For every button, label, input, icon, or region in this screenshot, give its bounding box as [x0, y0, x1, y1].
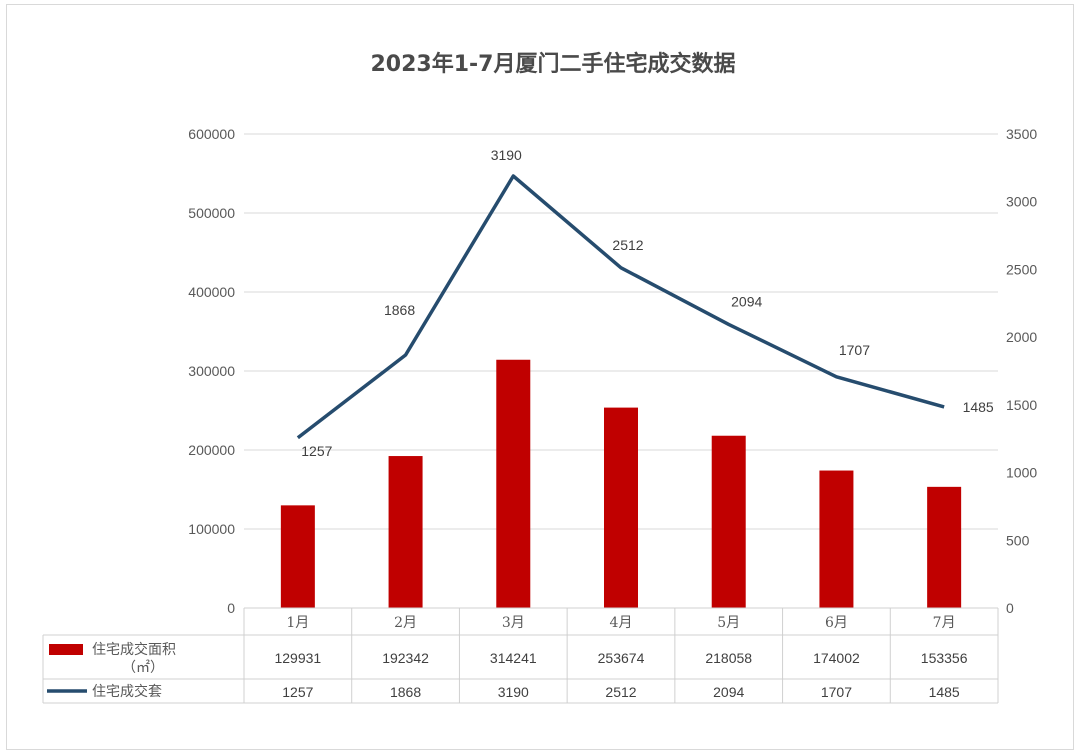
right-tick-label: 500 — [1006, 532, 1030, 548]
left-tick-label: 0 — [227, 600, 235, 616]
line-data-label: 2094 — [731, 293, 762, 309]
table-cell-area: 153356 — [921, 650, 968, 666]
left-tick-label: 500000 — [188, 205, 235, 221]
category-label: 6月 — [825, 615, 848, 631]
table-cell-count: 1707 — [821, 684, 852, 700]
line-data-label: 1868 — [384, 302, 415, 318]
table-cell-count: 2094 — [713, 684, 744, 700]
table-cell-area: 253674 — [598, 650, 645, 666]
line-data-label: 2512 — [612, 237, 643, 253]
right-tick-label: 3000 — [1006, 194, 1037, 210]
combo-chart: 2023年1-7月厦门二手住宅成交数据 0 100000 200000 300000 4… — [42, 51, 1037, 704]
category-label: 3月 — [502, 615, 525, 631]
bar — [496, 359, 531, 608]
right-tick-label: 0 — [1006, 600, 1014, 616]
category-label: 4月 — [610, 615, 633, 631]
table-cell-count: 1485 — [929, 684, 960, 700]
bar — [280, 505, 315, 608]
left-tick-label: 600000 — [188, 126, 235, 142]
line-path — [296, 174, 945, 440]
left-tick-label: 400000 — [188, 284, 235, 300]
table-cell-area: 174002 — [813, 650, 860, 666]
category-label: 1月 — [286, 615, 309, 631]
category-label: 2月 — [394, 615, 417, 631]
bar — [819, 470, 854, 608]
data-table: 1月 129931 1257 2月 192342 1868 3月 314241 3190 4月 25… — [42, 607, 999, 704]
gridlines — [244, 133, 998, 530]
legend-label-line: 住宅成交套 — [92, 683, 162, 700]
line-data-label: 1707 — [839, 342, 870, 358]
table-cell-count: 3190 — [498, 684, 529, 700]
left-tick-label: 100000 — [188, 521, 235, 537]
bar-series — [280, 359, 962, 608]
left-tick-label: 300000 — [188, 363, 235, 379]
right-tick-label: 3500 — [1006, 126, 1037, 142]
line-data-label: 3190 — [491, 147, 522, 163]
right-tick-label: 1000 — [1006, 465, 1037, 481]
bar — [927, 486, 962, 608]
right-tick-label: 2000 — [1006, 329, 1037, 345]
line-data-label: 1257 — [301, 443, 332, 459]
bar — [388, 456, 423, 608]
right-axis-ticks: 0 500 1000 1500 2000 2500 3000 3500 — [1006, 126, 1037, 616]
right-tick-label: 2500 — [1006, 261, 1037, 277]
chart-title: 2023年1-7月厦门二手住宅成交数据 — [371, 51, 736, 77]
bar — [604, 407, 638, 608]
category-label: 7月 — [933, 615, 956, 631]
table-cell-count: 1257 — [282, 684, 313, 700]
table-cell-area: 192342 — [382, 650, 429, 666]
chart-frame: 2023年1-7月厦门二手住宅成交数据 0 100000 200000 300000 4… — [6, 4, 1074, 750]
right-tick-label: 1500 — [1006, 397, 1037, 413]
category-label: 5月 — [717, 615, 740, 631]
table-cell-area: 314241 — [490, 650, 537, 666]
line-data-label: 1485 — [963, 399, 994, 415]
table-cell-count: 1868 — [390, 684, 421, 700]
line-data-labels: 1257 1868 3190 2512 2094 1707 1485 — [301, 147, 994, 459]
legend-label-bar: 住宅成交面积 — [92, 641, 176, 658]
line-series — [296, 174, 945, 440]
table-cell-count: 2512 — [605, 684, 636, 700]
table-cell-area: 218058 — [705, 650, 752, 666]
left-tick-label: 200000 — [188, 442, 235, 458]
legend-label-bar-unit: （㎡） — [122, 660, 164, 676]
table-cell-area: 129931 — [274, 650, 321, 666]
legend-key-bar — [49, 644, 83, 655]
left-axis-ticks: 0 100000 200000 300000 400000 500000 600000 — [188, 126, 235, 616]
bar — [711, 435, 746, 608]
